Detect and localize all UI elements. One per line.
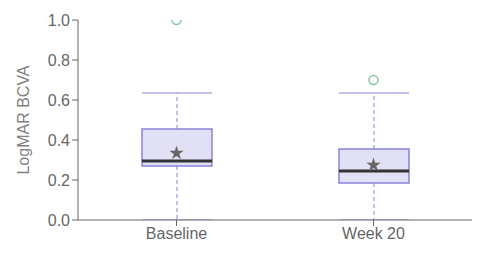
svg-text:Week 20: Week 20 <box>342 225 405 242</box>
svg-text:0.0: 0.0 <box>48 212 70 229</box>
svg-text:0.4: 0.4 <box>48 132 70 149</box>
svg-text:0.2: 0.2 <box>48 172 70 189</box>
svg-text:0.6: 0.6 <box>48 92 70 109</box>
svg-text:0.8: 0.8 <box>48 52 70 69</box>
svg-text:LogMAR BCVA: LogMAR BCVA <box>15 65 32 174</box>
svg-text:Baseline: Baseline <box>146 225 207 242</box>
svg-text:1.0: 1.0 <box>48 12 70 29</box>
